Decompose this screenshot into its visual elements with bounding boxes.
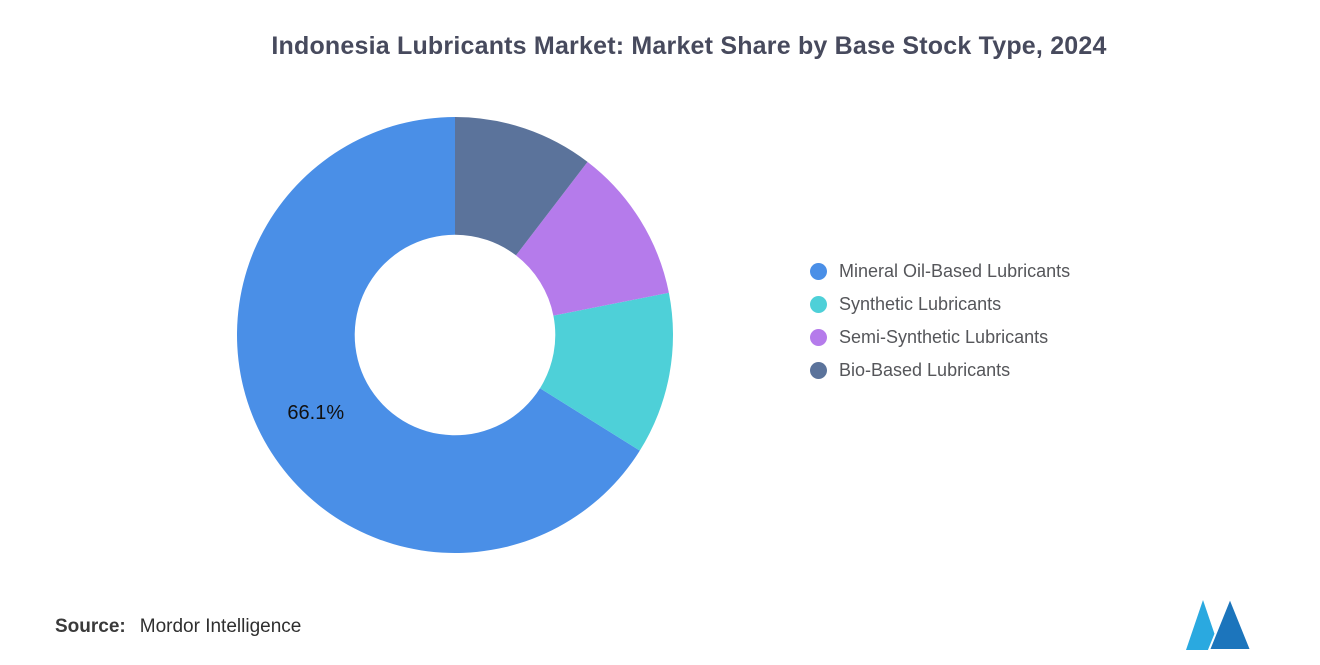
source-attribution: Source: Mordor Intelligence — [55, 616, 301, 638]
legend-swatch-icon — [810, 329, 827, 346]
legend-swatch-icon — [810, 296, 827, 313]
logo-left-peak — [1186, 600, 1220, 650]
legend: Mineral Oil-Based Lubricants Synthetic L… — [810, 255, 1070, 387]
chart-title: Indonesia Lubricants Market: Market Shar… — [271, 32, 1107, 60]
legend-item: Semi-Synthetic Lubricants — [810, 321, 1070, 354]
legend-label: Synthetic Lubricants — [839, 294, 1002, 314]
legend-swatch-icon — [810, 263, 827, 280]
legend-label: Mineral Oil-Based Lubricants — [839, 261, 1071, 281]
mordor-intelligence-logo — [1186, 598, 1252, 650]
pie-slice — [455, 117, 588, 256]
pie-slice — [540, 292, 674, 451]
source-value: Mordor Intelligence — [139, 616, 302, 637]
legend-label: Semi-Synthetic Lubricants — [839, 327, 1049, 347]
pie-slice — [236, 117, 640, 553]
legend-swatch-icon — [810, 362, 827, 379]
legend-item: Bio-Based Lubricants — [810, 354, 1070, 387]
legend-item: Synthetic Lubricants — [810, 288, 1070, 321]
legend-label: Bio-Based Lubricants — [839, 360, 1011, 380]
source-label: Source: — [55, 616, 126, 637]
slice-value-label: 66.1% — [287, 402, 344, 424]
logo-right-peak — [1207, 598, 1252, 650]
pie-slice — [515, 161, 669, 316]
legend-item: Mineral Oil-Based Lubricants — [810, 255, 1070, 288]
